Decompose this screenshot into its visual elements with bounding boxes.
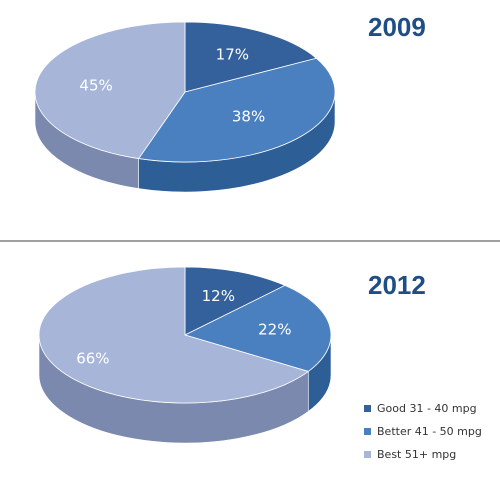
legend-item-good: Good 31 - 40 mpg: [364, 397, 482, 420]
pie-slice-2012-better: [183, 284, 332, 372]
chart-title-2009: 2009: [368, 12, 426, 42]
pie-chart-2009: 17% 38% 45%: [34, 21, 336, 193]
pie-slice-2009-better: [137, 57, 336, 163]
pie-slice-2009-best: [34, 21, 186, 160]
legend-label-good: Good 31 - 40 mpg: [377, 402, 477, 415]
slice-label-2012-better: 22%: [258, 321, 291, 339]
legend-label-better: Better 41 - 50 mpg: [377, 425, 482, 438]
chart-2009-panel: 17% 38% 45% 2009: [34, 12, 426, 193]
slice-label-2012-good: 12%: [202, 287, 235, 305]
slice-label-2012-best: 66%: [76, 350, 109, 368]
pie-chart-2012: 12% 22% 66%: [38, 266, 332, 444]
legend-swatch-better: [364, 428, 371, 435]
legend-item-better: Better 41 - 50 mpg: [364, 420, 482, 443]
legend: Good 31 - 40 mpg Better 41 - 50 mpg Best…: [364, 397, 482, 466]
legend-swatch-good: [364, 405, 371, 412]
slice-label-2009-good: 17%: [216, 46, 249, 64]
legend-swatch-best: [364, 451, 371, 458]
legend-label-best: Best 51+ mpg: [377, 448, 457, 461]
legend-item-best: Best 51+ mpg: [364, 443, 482, 466]
pie-slice-2009-good: [184, 21, 318, 93]
pie-slice-2012-best: [38, 266, 310, 404]
chart-title-2012: 2012: [368, 270, 426, 300]
slice-label-2009-better: 38%: [232, 108, 265, 126]
chart-2012-panel: 12% 22% 66% 2012 Good 31 - 40 mpg Better 4…: [0, 240, 500, 479]
pie-slice-2012-good: [184, 266, 286, 336]
slice-label-2009-best: 45%: [79, 76, 112, 94]
